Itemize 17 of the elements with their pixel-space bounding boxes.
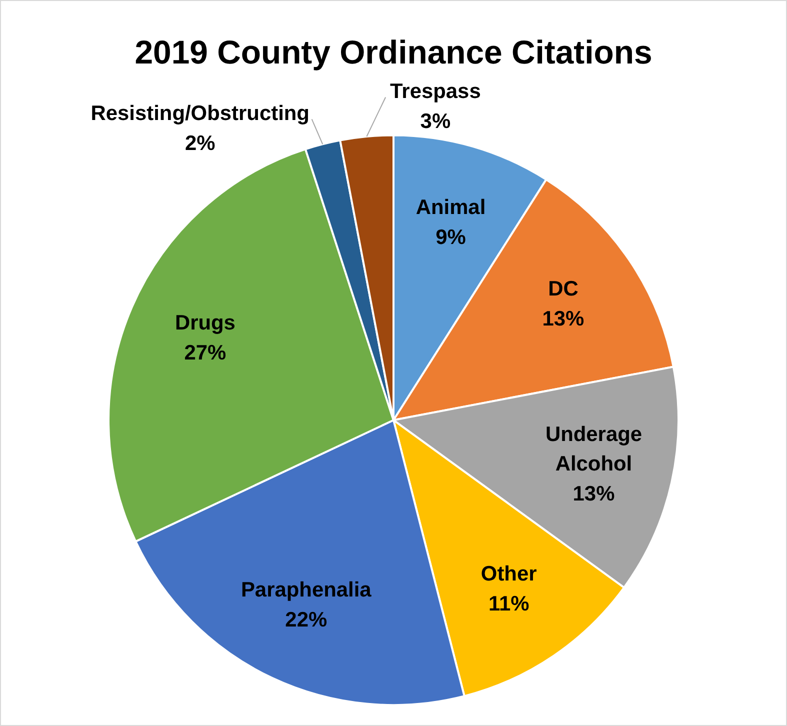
slice-label: Resisting/Obstructing (90, 102, 310, 125)
slice-label: Paraphenalia (240, 578, 372, 602)
data-label: 2% (184, 132, 216, 155)
data-label: 27% (184, 341, 227, 364)
slice-label: Other (480, 562, 537, 586)
slice-label: Animal (416, 196, 486, 219)
data-label: 9% (436, 226, 466, 249)
slice-label: DC (548, 278, 578, 301)
slice-label: Trespass (390, 80, 481, 104)
chart-title: 2019 County Ordinance Citations (134, 34, 652, 71)
data-label: 11% (488, 592, 530, 616)
data-label: 22% (285, 608, 328, 632)
data-label: 13% (572, 482, 616, 506)
data-label: 3% (420, 110, 451, 133)
slice-label: Drugs (174, 311, 236, 334)
slice-label: Underage Alcohol (545, 422, 642, 476)
data-label: 13% (542, 308, 585, 331)
